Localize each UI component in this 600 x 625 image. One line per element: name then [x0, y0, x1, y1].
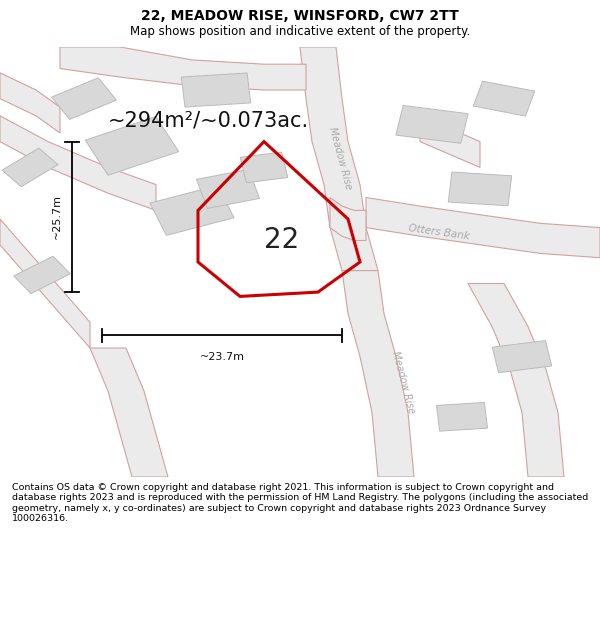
Polygon shape: [492, 341, 552, 372]
Text: ~23.7m: ~23.7m: [199, 352, 245, 362]
Text: ~25.7m: ~25.7m: [52, 194, 62, 239]
Polygon shape: [330, 198, 366, 241]
Text: Contains OS data © Crown copyright and database right 2021. This information is : Contains OS data © Crown copyright and d…: [12, 483, 588, 523]
Text: Map shows position and indicative extent of the property.: Map shows position and indicative extent…: [130, 24, 470, 38]
Polygon shape: [0, 116, 156, 211]
Text: ~294m²/~0.073ac.: ~294m²/~0.073ac.: [108, 110, 309, 130]
Text: Meadow Rise: Meadow Rise: [327, 126, 353, 191]
Polygon shape: [396, 106, 468, 143]
Polygon shape: [60, 47, 306, 90]
Polygon shape: [14, 256, 70, 294]
Polygon shape: [300, 47, 378, 271]
Polygon shape: [366, 198, 600, 258]
Polygon shape: [240, 152, 288, 182]
Polygon shape: [150, 186, 234, 236]
Polygon shape: [437, 402, 487, 431]
Polygon shape: [52, 78, 116, 119]
Polygon shape: [181, 73, 251, 107]
Polygon shape: [468, 284, 564, 477]
Polygon shape: [90, 348, 168, 477]
Polygon shape: [473, 81, 535, 116]
Polygon shape: [420, 116, 480, 168]
Polygon shape: [85, 116, 179, 175]
Polygon shape: [0, 72, 60, 133]
Text: Otters Bank: Otters Bank: [408, 222, 470, 241]
Text: 22: 22: [265, 226, 299, 254]
Polygon shape: [342, 271, 414, 477]
Polygon shape: [2, 148, 58, 187]
Polygon shape: [196, 169, 260, 209]
Polygon shape: [448, 172, 512, 206]
Text: 22, MEADOW RISE, WINSFORD, CW7 2TT: 22, MEADOW RISE, WINSFORD, CW7 2TT: [141, 9, 459, 23]
Text: Meadow Rise: Meadow Rise: [390, 350, 416, 415]
Polygon shape: [0, 219, 90, 348]
